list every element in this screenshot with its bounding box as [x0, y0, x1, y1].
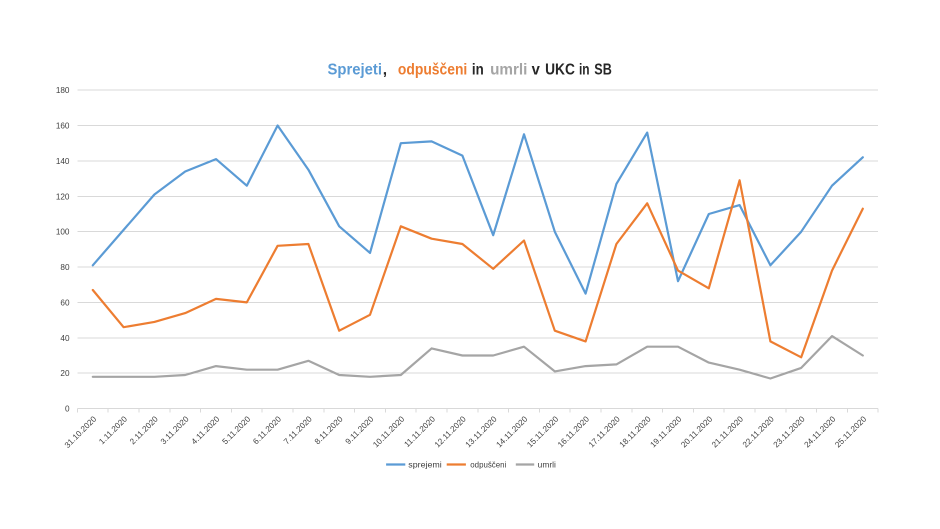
svg-text:100: 100: [56, 228, 70, 237]
svg-text:,: ,: [383, 62, 387, 79]
svg-text:160: 160: [56, 121, 70, 130]
svg-text:UKC: UKC: [545, 62, 575, 79]
svg-text:odpuščeni: odpuščeni: [470, 460, 506, 469]
svg-text:Sprejeti: Sprejeti: [328, 62, 383, 79]
svg-text:0: 0: [65, 405, 70, 414]
svg-text:v: v: [532, 62, 541, 79]
svg-text:in: in: [579, 62, 590, 79]
svg-text:40: 40: [60, 334, 70, 343]
svg-text:80: 80: [60, 263, 70, 272]
svg-text:60: 60: [60, 298, 70, 307]
svg-text:SB: SB: [594, 62, 612, 79]
svg-text:120: 120: [56, 192, 70, 201]
svg-text:180: 180: [56, 86, 70, 95]
svg-text:20: 20: [60, 369, 70, 378]
svg-text:sprejemi: sprejemi: [408, 460, 442, 469]
svg-text:umrli: umrli: [490, 62, 527, 79]
svg-text:140: 140: [56, 157, 70, 166]
svg-text:in: in: [472, 62, 484, 79]
svg-text:odpuščeni: odpuščeni: [398, 62, 467, 79]
svg-text:umrli: umrli: [538, 460, 556, 469]
